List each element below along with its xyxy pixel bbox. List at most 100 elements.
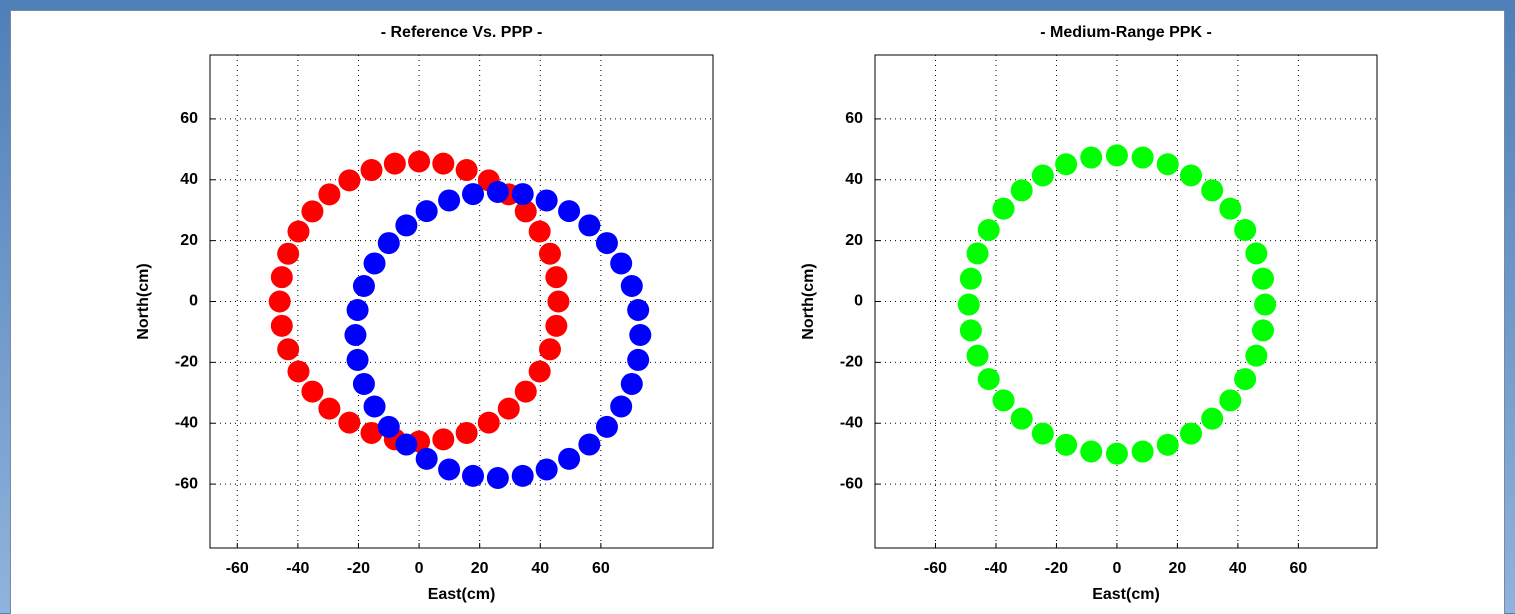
data-point (277, 338, 300, 361)
data-point (432, 152, 455, 175)
chart-title: - Medium-Range PPK - (1040, 24, 1212, 41)
data-point (538, 338, 561, 361)
data-point (270, 314, 293, 337)
y-tick-label: 0 (189, 293, 198, 310)
data-point (360, 421, 383, 444)
data-point (1201, 179, 1224, 202)
data-point (545, 266, 568, 289)
data-point (1080, 440, 1103, 463)
y-tick-label: -20 (175, 354, 198, 371)
data-point (1156, 153, 1179, 176)
x-tick-label: -40 (286, 560, 309, 577)
y-tick-label: 60 (845, 110, 863, 127)
data-point (363, 252, 386, 275)
data-point (558, 200, 581, 223)
data-point (377, 415, 400, 438)
data-point (432, 428, 455, 451)
y-tick-label: 20 (845, 232, 863, 249)
data-point (992, 389, 1015, 412)
data-point (595, 415, 618, 438)
data-point (992, 197, 1015, 220)
data-point (578, 214, 601, 237)
data-point (1201, 407, 1224, 430)
x-tick-label: -20 (347, 560, 370, 577)
data-point (1010, 179, 1033, 202)
data-point (287, 220, 310, 243)
data-point (1080, 146, 1103, 169)
data-point (395, 214, 418, 237)
chart-title: - Reference Vs. PPP - (381, 24, 543, 41)
data-point (977, 368, 1000, 391)
y-tick-label: 40 (180, 171, 198, 188)
data-point (346, 348, 369, 371)
data-point (1219, 389, 1242, 412)
data-point (528, 360, 551, 383)
x-axis-label: East(cm) (1092, 586, 1160, 603)
data-point (1055, 153, 1078, 176)
y-tick-label: 20 (180, 232, 198, 249)
data-point (408, 150, 431, 173)
x-tick-label: 40 (531, 560, 549, 577)
data-point (462, 464, 485, 487)
x-tick-label: 60 (1289, 560, 1307, 577)
x-tick-label: 20 (1169, 560, 1187, 577)
data-point (511, 464, 534, 487)
data-point (352, 274, 375, 297)
data-point (1031, 422, 1054, 445)
data-point (455, 421, 478, 444)
y-tick-label: 0 (854, 293, 863, 310)
data-point (1131, 146, 1154, 169)
x-tick-label: 0 (415, 560, 424, 577)
data-point (395, 433, 418, 456)
plot-area (210, 55, 713, 548)
x-tick-label: 60 (592, 560, 610, 577)
data-point (318, 183, 341, 206)
data-point (352, 372, 375, 395)
data-point (1219, 197, 1242, 220)
data-point (538, 242, 561, 265)
data-point (1251, 267, 1274, 290)
data-point (301, 200, 324, 223)
data-point (277, 242, 300, 265)
axes-box (209, 54, 714, 549)
data-point (338, 169, 361, 192)
data-point (514, 200, 537, 223)
data-point (462, 183, 485, 206)
data-point (535, 458, 558, 481)
data-point (415, 200, 438, 223)
x-tick-label: -40 (984, 560, 1007, 577)
data-point (1010, 407, 1033, 430)
y-tick-label: -20 (840, 354, 863, 371)
data-point (344, 323, 367, 346)
data-point (957, 293, 980, 316)
data-point (547, 290, 570, 313)
y-axis-label: North(cm) (800, 263, 817, 339)
data-point (545, 314, 568, 337)
data-point (415, 447, 438, 470)
data-point (346, 299, 369, 322)
axes-box (874, 54, 1378, 549)
y-tick-label: -60 (175, 475, 198, 492)
x-tick-label: 20 (471, 560, 489, 577)
data-point (977, 218, 1000, 241)
data-point (497, 397, 520, 420)
data-point (486, 467, 509, 490)
y-axis-label: North(cm) (135, 263, 152, 339)
data-point (1055, 433, 1078, 456)
data-point (383, 152, 406, 175)
x-tick-label: -60 (924, 560, 947, 577)
data-point (1156, 433, 1179, 456)
x-tick-label: -60 (226, 560, 249, 577)
y-tick-label: -40 (175, 414, 198, 431)
data-point (959, 319, 982, 342)
data-point (966, 242, 989, 265)
data-point (1180, 164, 1203, 187)
data-point (514, 380, 537, 403)
data-point (1245, 242, 1268, 265)
data-point (595, 232, 618, 255)
data-point (268, 290, 291, 313)
data-point (1251, 319, 1274, 342)
data-point (610, 252, 633, 275)
data-point (620, 372, 643, 395)
